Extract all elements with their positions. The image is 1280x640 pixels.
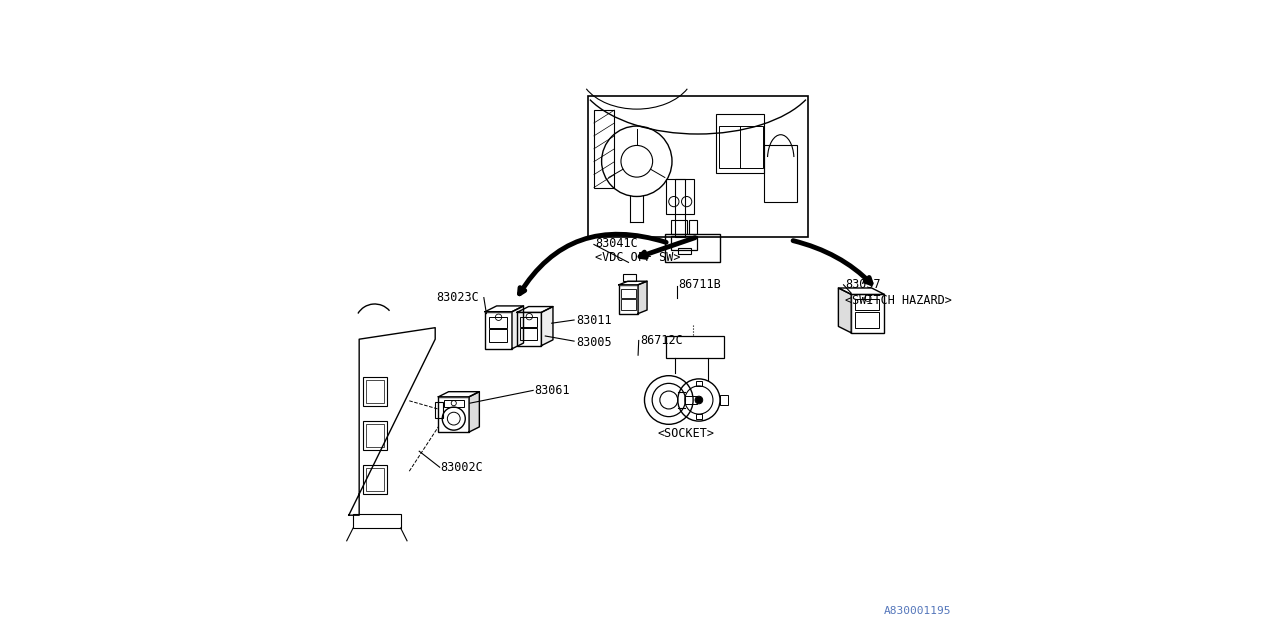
Bar — [696, 414, 701, 419]
Bar — [444, 401, 465, 406]
Bar — [520, 317, 538, 327]
Bar — [489, 330, 507, 342]
Bar — [764, 145, 797, 202]
Bar — [366, 380, 384, 403]
Bar — [520, 328, 538, 340]
Polygon shape — [348, 328, 435, 515]
Bar — [686, 396, 698, 404]
Bar — [696, 381, 701, 386]
Bar — [623, 273, 635, 281]
Text: <VDC OFF SW>: <VDC OFF SW> — [595, 252, 681, 264]
Bar — [678, 248, 691, 254]
Polygon shape — [438, 392, 480, 397]
Text: <SOCKET>: <SOCKET> — [658, 428, 714, 440]
Bar — [435, 403, 443, 419]
Text: 83041C: 83041C — [595, 237, 637, 250]
Bar — [366, 424, 384, 447]
Bar — [666, 179, 694, 214]
Bar — [672, 236, 698, 250]
Text: 83061: 83061 — [535, 384, 570, 397]
Circle shape — [695, 396, 703, 404]
Bar — [719, 395, 728, 405]
Bar — [366, 468, 384, 491]
Text: <SWITCH HAZARD>: <SWITCH HAZARD> — [845, 294, 951, 307]
Text: 86712C: 86712C — [640, 334, 682, 347]
Polygon shape — [512, 306, 524, 349]
Bar — [664, 234, 719, 262]
Text: A830001195: A830001195 — [884, 605, 952, 616]
Bar — [716, 115, 764, 173]
Bar — [622, 299, 636, 310]
Text: 83002C: 83002C — [440, 461, 483, 474]
Bar — [672, 220, 687, 234]
Text: 83023C: 83023C — [436, 291, 479, 304]
Text: 83011: 83011 — [576, 314, 612, 326]
Bar — [364, 421, 387, 450]
Bar — [594, 110, 614, 188]
Bar — [364, 465, 387, 494]
Bar — [622, 289, 636, 298]
Polygon shape — [620, 281, 646, 285]
Bar — [855, 299, 879, 310]
Bar — [675, 179, 685, 237]
Bar — [517, 312, 541, 346]
Polygon shape — [517, 307, 553, 312]
Polygon shape — [485, 306, 524, 312]
Polygon shape — [637, 281, 646, 314]
Polygon shape — [838, 288, 851, 333]
Polygon shape — [838, 288, 884, 294]
Bar — [438, 397, 468, 432]
Bar — [353, 514, 401, 528]
Text: 86711B: 86711B — [678, 278, 721, 291]
Polygon shape — [470, 392, 480, 432]
Polygon shape — [541, 307, 553, 346]
Bar — [851, 294, 884, 333]
Bar — [719, 125, 763, 168]
Bar — [690, 220, 698, 234]
Bar — [485, 312, 512, 349]
Bar — [364, 377, 387, 406]
Bar — [588, 96, 809, 237]
Bar — [620, 285, 637, 314]
Text: 83037: 83037 — [845, 278, 881, 291]
Bar — [855, 312, 879, 328]
Text: 83005: 83005 — [576, 336, 612, 349]
Bar — [489, 317, 507, 328]
Bar — [666, 336, 724, 358]
